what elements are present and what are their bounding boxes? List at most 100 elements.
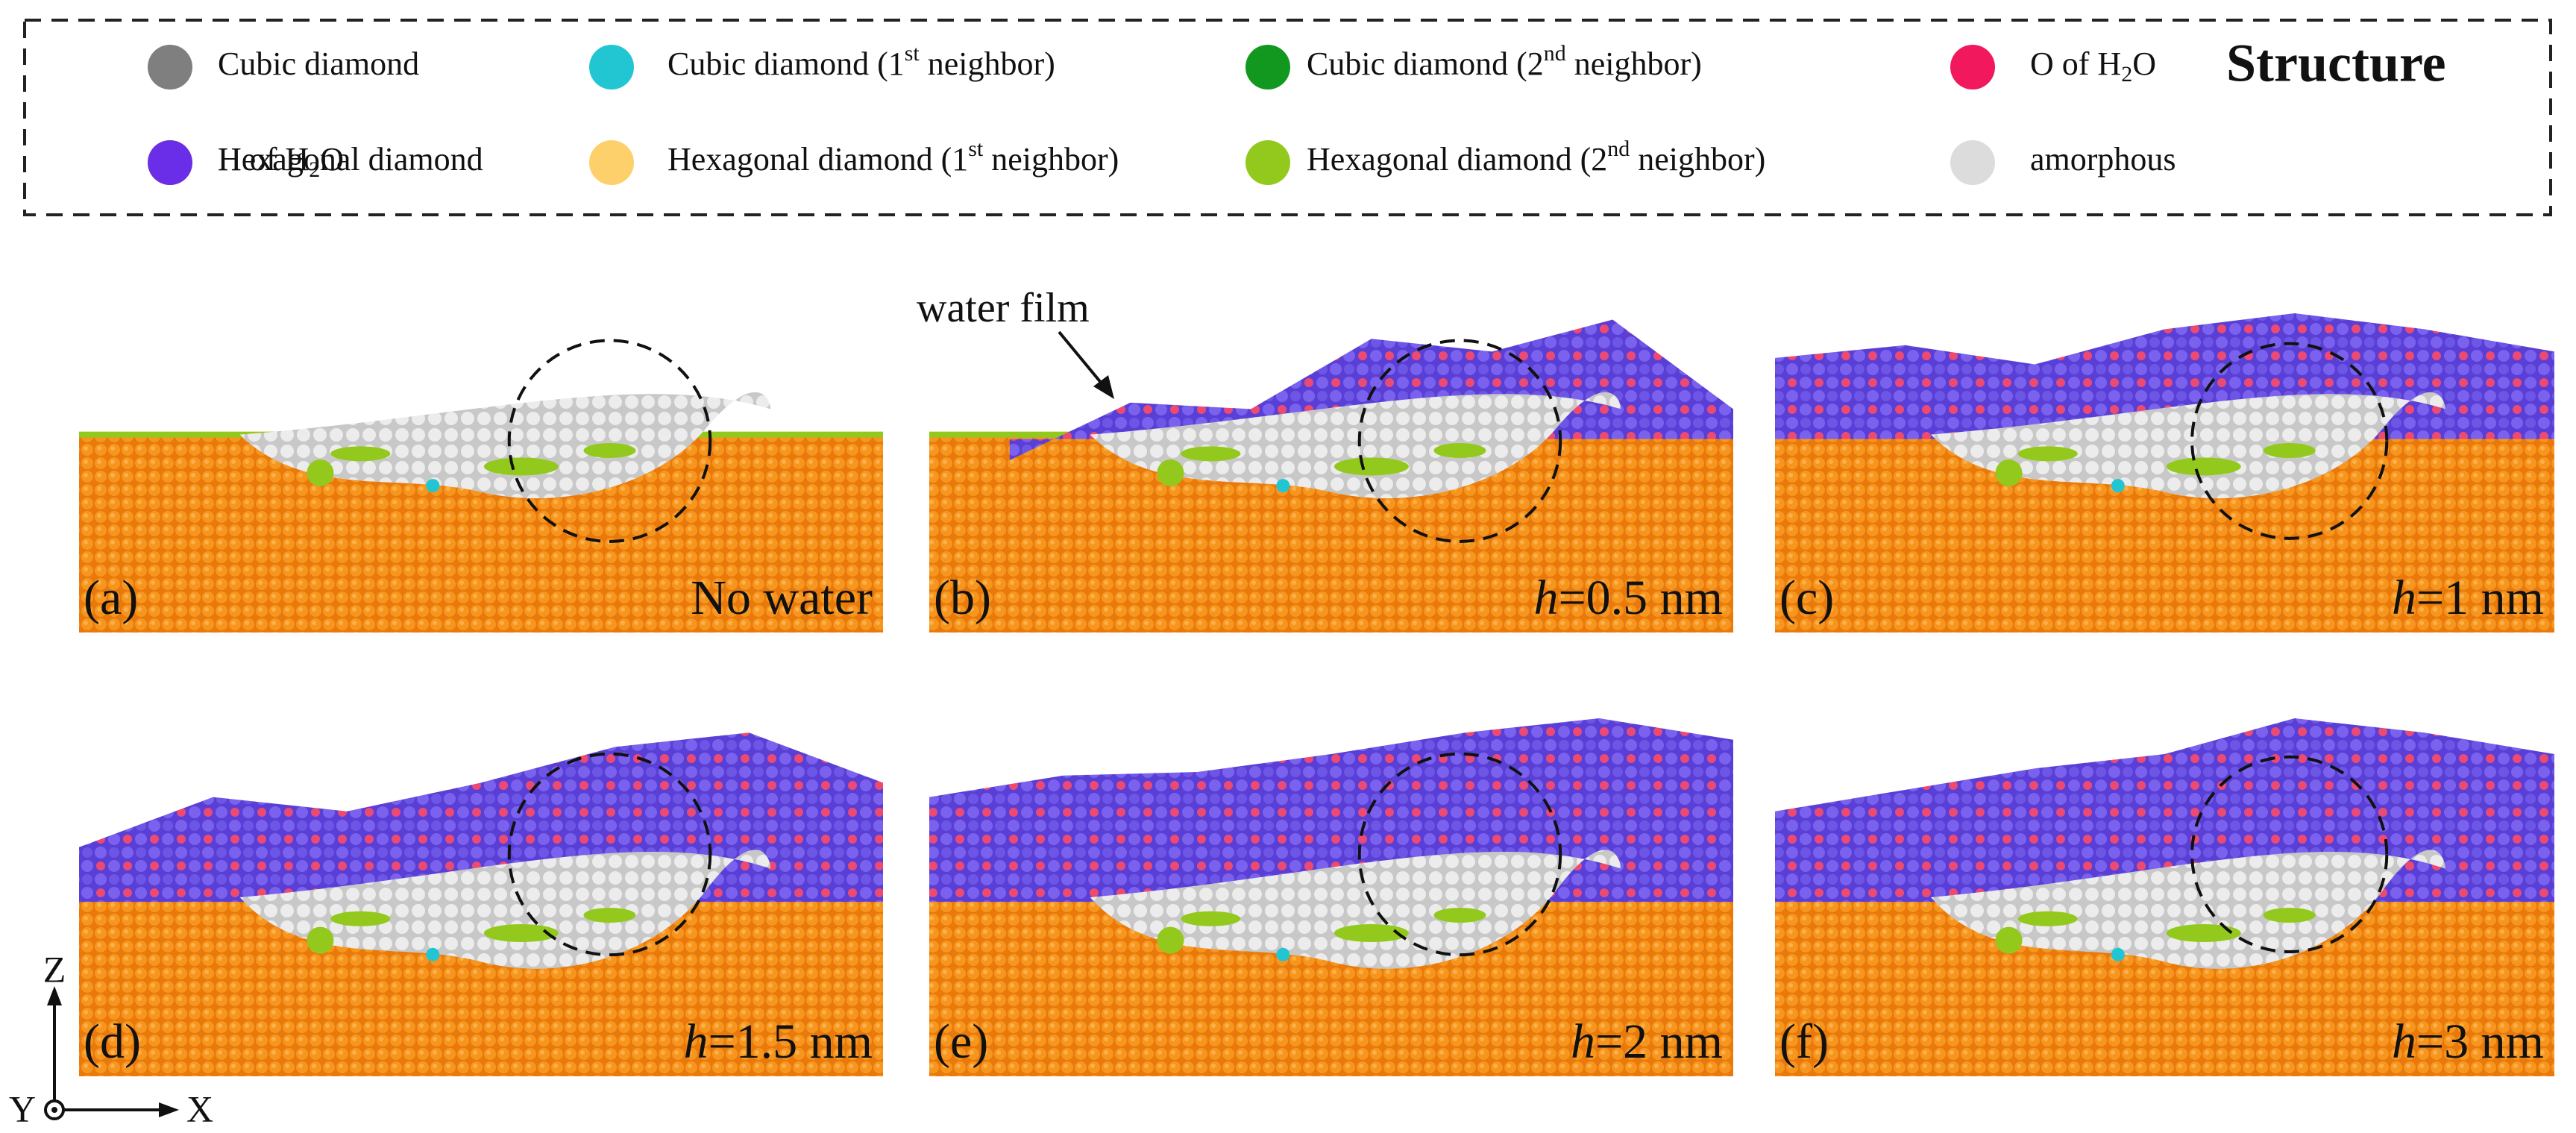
- legend-label: Cubic diamond: [218, 45, 419, 82]
- legend-label: amorphous: [2030, 141, 2176, 178]
- x-label: X: [186, 1088, 213, 1129]
- caption-text: =1 nm: [2416, 571, 2544, 625]
- legend-label-sup: st: [968, 136, 984, 161]
- legend-label-rest: neighbor): [983, 141, 1119, 178]
- legend-swatch: [1245, 140, 1290, 185]
- annotation: water film: [917, 285, 1090, 331]
- hex-neighbor-patch: [2166, 924, 2241, 942]
- caption-text: =0.5 nm: [1558, 571, 1723, 625]
- caption-symbol: h: [1533, 571, 1558, 625]
- cubic-neighbor-atom: [2111, 479, 2125, 493]
- amorphous-region: [239, 392, 771, 499]
- legend-label-text: Cubic diamond (1: [667, 45, 905, 82]
- hex-neighbor-patch: [583, 443, 636, 459]
- cubic-neighbor-atom: [2111, 947, 2125, 961]
- legend-label-sub: 2: [309, 157, 320, 182]
- amorphous-region: [1931, 392, 2445, 499]
- legend-label: Cubic diamond (1st neighbor): [667, 41, 1055, 82]
- panel-caption: h=3 nm: [2392, 1014, 2544, 1069]
- amorphous-region: [1090, 850, 1621, 969]
- hex-neighbor-patch: [1333, 924, 1409, 942]
- caption-symbol: h: [683, 1014, 708, 1069]
- legend-label-rest: neighbor): [1630, 141, 1765, 178]
- legend-label-text: Cubic diamond (2: [1307, 45, 1544, 82]
- highlight-circle: [1357, 752, 1562, 957]
- caption-symbol: h: [2392, 1014, 2416, 1069]
- legend-label-rest: neighbor): [1566, 45, 1702, 82]
- hex-neighbor-patch: [330, 911, 391, 926]
- legend-frame: [23, 19, 2552, 216]
- hex-neighbor-patch: [1181, 446, 1241, 462]
- highlight-circle: [1357, 339, 1562, 543]
- cubic-neighbor-atom: [1276, 479, 1290, 493]
- panel: (f) h=3 nm: [1775, 718, 2554, 1076]
- cubic-neighbor-atom: [1276, 947, 1290, 961]
- panel: (d) h=1.5 nm: [79, 732, 883, 1076]
- cubic-neighbor-atom: [426, 479, 440, 493]
- hex-neighbor-patch: [307, 459, 334, 486]
- panel-tag: (a): [84, 571, 138, 625]
- panel: (a) No water: [79, 339, 883, 633]
- legend-label: Cubic diamond (2nd neighbor): [1307, 41, 1702, 82]
- annotation-arrow: [1058, 330, 1107, 389]
- legend-label-sup: nd: [1544, 41, 1566, 66]
- amorphous-region: [1931, 850, 2445, 969]
- legend-label-text: O of H: [2030, 45, 2121, 82]
- panel: (e) h=2 nm: [929, 718, 1733, 1076]
- panel-tag: (e): [934, 1014, 988, 1069]
- hex-neighbor-patch: [2166, 457, 2241, 476]
- legend-swatch: [1245, 45, 1290, 90]
- caption-text: =2 nm: [1595, 1014, 1723, 1069]
- hex-neighbor-patch: [1157, 459, 1184, 486]
- annotation-arrowhead: [1093, 375, 1114, 399]
- panel-tag: (c): [1779, 571, 1834, 625]
- legend-label: Hexagonal diamond (2nd neighbor): [1307, 136, 1765, 178]
- panel: (c) h=1 nm: [1775, 313, 2554, 633]
- amorphous-region: [1090, 392, 1621, 499]
- panel-tag: (b): [934, 571, 991, 625]
- legend-label-sub: 2: [2121, 62, 2132, 87]
- hex-neighbor-patch: [583, 908, 636, 923]
- caption-text: =3 nm: [2416, 1014, 2544, 1069]
- hex-neighbor-patch: [330, 446, 391, 462]
- panel-caption: h=1 nm: [2392, 571, 2544, 625]
- panel-tag: (f): [1779, 1014, 1829, 1069]
- hex-neighbor-patch: [2017, 446, 2078, 462]
- z-arrowhead: [47, 986, 62, 1005]
- hex-neighbor-patch: [1995, 459, 2023, 486]
- legend-label: H of H2O: [218, 141, 344, 182]
- hex-neighbor-patch: [2017, 911, 2078, 926]
- legend-title: Structure: [2226, 34, 2446, 93]
- hex-neighbor-patch: [483, 457, 559, 476]
- hex-neighbor-patch: [1333, 457, 1409, 476]
- y-label: Y: [9, 1088, 36, 1129]
- hex-neighbor-patch: [483, 924, 559, 942]
- cubic-neighbor-atom: [426, 947, 440, 961]
- highlight-circle: [507, 339, 712, 543]
- y-axis-dot: [51, 1107, 57, 1113]
- panel-tag: (d): [84, 1014, 141, 1069]
- caption-text: =1.5 nm: [708, 1014, 873, 1069]
- hex-neighbor-patch: [1181, 911, 1241, 926]
- hex-neighbor-patch: [2263, 443, 2316, 459]
- hex-neighbor-patch: [1433, 443, 1486, 459]
- caption-symbol: h: [1571, 1014, 1595, 1069]
- legend-label-rest: O: [2132, 45, 2156, 82]
- caption-text: No water: [691, 571, 873, 625]
- highlight-circle: [2190, 755, 2389, 954]
- legend-swatch: [589, 45, 634, 90]
- highlight-circle: [2190, 342, 2389, 540]
- z-label: Z: [43, 948, 66, 990]
- panel: (b) h=0.5 nm: [929, 319, 1733, 633]
- legend-label-text: Hexagonal diamond (2: [1307, 141, 1607, 178]
- legend-label-rest: O: [320, 141, 344, 178]
- legend-swatch: [148, 140, 192, 185]
- legend-swatch: [1950, 140, 1995, 185]
- hex-neighbor-patch: [1433, 908, 1486, 923]
- legend-label-text: H of H: [218, 141, 309, 178]
- hex-neighbor-patch: [1995, 926, 2023, 954]
- legend-label: Hexagonal diamond (1st neighbor): [667, 136, 1119, 178]
- panel-caption: h=1.5 nm: [683, 1014, 873, 1069]
